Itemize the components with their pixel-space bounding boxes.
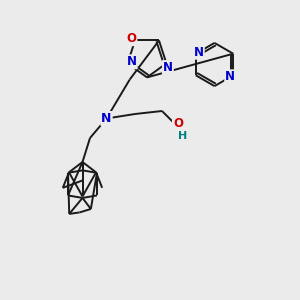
Text: N: N bbox=[194, 46, 204, 59]
Text: N: N bbox=[225, 70, 235, 83]
Text: H: H bbox=[178, 131, 188, 141]
Text: N: N bbox=[163, 61, 173, 74]
Text: N: N bbox=[101, 112, 112, 125]
Text: O: O bbox=[126, 32, 136, 45]
Text: O: O bbox=[173, 117, 183, 130]
Text: N: N bbox=[127, 55, 137, 68]
